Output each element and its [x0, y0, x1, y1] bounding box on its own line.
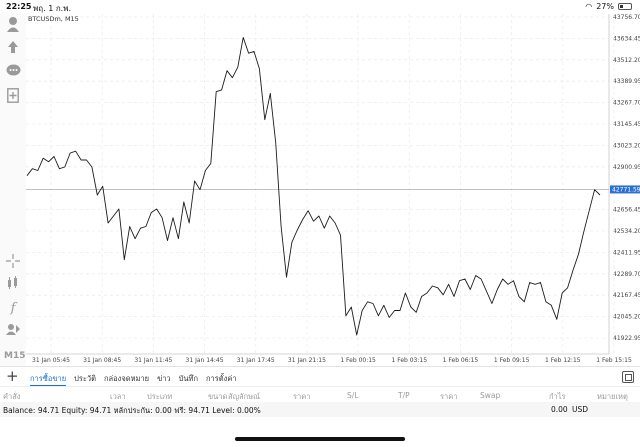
price-tick-label: 42045.20	[613, 314, 640, 321]
price-tick-label: 42534.20	[613, 228, 640, 235]
current-price-tag	[610, 185, 640, 194]
chart-toolbar: f M15	[0, 14, 26, 366]
col-price[interactable]: ราคา	[293, 392, 311, 401]
time-tick-label: 1 Feb 03:15	[391, 357, 427, 364]
battery-icon	[618, 3, 632, 10]
tab-journal[interactable]: บันทึก	[178, 374, 199, 383]
time-tick-label: 1 Feb 09:15	[494, 357, 530, 364]
wifi-icon: ◠	[585, 2, 593, 11]
price-tick-label: 42411.95	[613, 249, 640, 256]
status-time: 22:25	[6, 2, 32, 11]
status-date: พฤ. 1 ก.พ.	[33, 4, 72, 13]
tab-history[interactable]: ประวัติ	[74, 374, 97, 383]
price-tick-label: 43023.20	[613, 142, 640, 149]
balance-total: 0.00	[551, 405, 568, 414]
price-tick-label: 43267.70	[613, 100, 640, 107]
tab-mailbox[interactable]: กล่องจดหมาย	[104, 374, 150, 383]
status-bar: 22:25 พฤ. 1 ก.พ. ◠ 27%	[0, 0, 640, 14]
col-order[interactable]: คำสั่ง	[3, 392, 21, 401]
price-tick-label: 43389.95	[613, 78, 640, 85]
new-order-icon[interactable]	[3, 88, 23, 106]
layout-icon[interactable]	[622, 371, 634, 383]
objects-icon[interactable]	[3, 322, 23, 340]
price-tick-label: 43512.20	[613, 57, 640, 64]
time-tick-label: 31 Jan 11:45	[134, 357, 172, 364]
col-symbol[interactable]: สัญลักษณ์	[228, 392, 261, 401]
tab-news[interactable]: ข่าว	[157, 374, 171, 383]
time-tick-label: 31 Jan 05:45	[32, 357, 70, 364]
current-price-label: 42771.59	[612, 186, 640, 193]
time-tick-label: 1 Feb 15:15	[596, 357, 632, 364]
price-tick-label: 43145.45	[613, 121, 640, 128]
add-icon[interactable]: +	[6, 367, 19, 385]
price-series-line	[26, 36, 601, 336]
col-comment[interactable]: หมายเหตุ	[597, 392, 628, 401]
col-time[interactable]: เวลา	[110, 392, 126, 401]
indicators-icon[interactable]	[3, 276, 23, 294]
price-chart[interactable]: 43756.70 43634.45 43512.20 43389.95 43267.70…	[26, 14, 640, 366]
price-tick-label: 42656.45	[613, 207, 640, 214]
battery-percent: 27%	[596, 2, 614, 11]
price-tick-label: 41922.95	[613, 335, 640, 342]
col-sl[interactable]: S/L	[347, 391, 359, 400]
status-indicators: ◠ 27%	[585, 2, 632, 11]
price-tick-label: 43756.70	[613, 14, 640, 21]
trade-icon[interactable]	[3, 40, 23, 58]
col-price-current[interactable]: ราคา	[440, 392, 458, 401]
chat-icon[interactable]	[3, 64, 23, 82]
time-tick-label: 31 Jan 14:45	[186, 357, 224, 364]
terminal-tabs-bar: + การซื้อขาย ประวัติ กล่องจดหมาย ข่าว บั…	[0, 366, 640, 387]
tab-trade[interactable]: การซื้อขาย	[30, 374, 67, 383]
crosshair-icon[interactable]	[3, 254, 23, 272]
col-volume[interactable]: ขนาด	[208, 392, 228, 401]
balance-row: Balance: 94.71 Equity: 94.71 หลักประกัน:…	[0, 402, 640, 417]
account-icon[interactable]	[3, 16, 23, 34]
timeframe-label[interactable]: M15	[4, 351, 26, 361]
price-tick-label: 42289.70	[613, 271, 640, 278]
price-tick-label: 42167.45	[613, 292, 640, 299]
time-tick-label: 1 Feb 12:15	[545, 357, 581, 364]
home-indicator[interactable]	[235, 437, 405, 441]
time-tick-label: 31 Jan 08:45	[83, 357, 121, 364]
col-profit[interactable]: กำไร	[549, 392, 566, 401]
price-tick-label: 42900.95	[613, 164, 640, 171]
balance-summary: Balance: 94.71 Equity: 94.71 หลักประกัน:…	[3, 406, 261, 415]
orders-table-header: คำสั่ง เวลา ประเภท ขนาด สัญลักษณ์ ราคา S…	[0, 386, 640, 402]
time-tick-label: 1 Feb 00:15	[340, 357, 376, 364]
function-icon[interactable]: f	[10, 301, 16, 316]
terminal-tabs: การซื้อขาย ประวัติ กล่องจดหมาย ข่าว บันท…	[30, 373, 237, 385]
symbol-label: BTCUSDm, M15	[28, 15, 79, 23]
time-tick-label: 1 Feb 06:15	[443, 357, 479, 364]
time-tick-label: 31 Jan 21:15	[288, 357, 326, 364]
balance-currency: USD	[572, 405, 589, 414]
col-tp[interactable]: T/P	[398, 391, 410, 400]
col-type[interactable]: ประเภท	[147, 392, 173, 401]
col-swap[interactable]: Swap	[480, 391, 501, 400]
price-tick-label: 43634.45	[613, 35, 640, 42]
tab-settings[interactable]: การตั้งค่า	[206, 374, 237, 383]
time-tick-label: 31 Jan 17:45	[237, 357, 275, 364]
chart-canvas[interactable]: 43756.70 43634.45 43512.20 43389.95 43267.70…	[26, 14, 640, 366]
